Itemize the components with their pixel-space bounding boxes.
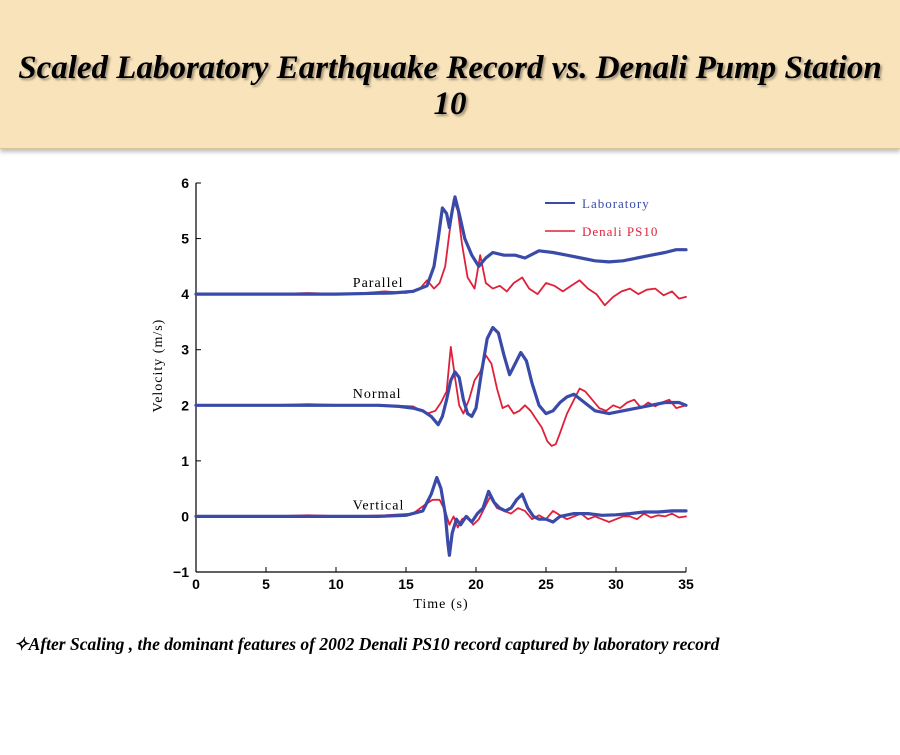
x-tick-label: 20 — [468, 576, 484, 592]
y-axis-label: Velocity (m/s) — [151, 319, 166, 413]
y-tick-label: 2 — [181, 397, 189, 413]
component-label-normal: Normal — [353, 387, 402, 402]
y-tick-label: 1 — [181, 453, 189, 469]
x-tick-label: 25 — [538, 576, 554, 592]
y-tick-label: −1 — [173, 564, 189, 580]
y-tick-label: 3 — [181, 342, 189, 358]
y-tick-label: 4 — [181, 286, 189, 302]
component-label-vertical: Vertical — [353, 498, 405, 513]
slide-title: Scaled Laboratory Earthquake Record vs. … — [18, 50, 882, 122]
x-tick-label: 30 — [608, 576, 624, 592]
x-tick-label: 10 — [328, 576, 344, 592]
y-tick-label: 6 — [181, 175, 189, 191]
slide-caption: ✧After Scaling , the dominant features o… — [14, 634, 720, 654]
legend-laboratory-label: Laboratory — [582, 196, 650, 211]
legend-denali-label: Denali PS10 — [582, 224, 658, 239]
denali-normal-line — [195, 345, 687, 447]
x-tick-label: 35 — [678, 576, 694, 592]
laboratory-parallel-line — [194, 195, 688, 296]
x-axis-label: Time (s) — [413, 597, 468, 612]
denali-vertical-line — [195, 496, 687, 529]
component-label-parallel: Parallel — [353, 276, 404, 291]
x-tick-label: 5 — [262, 576, 270, 592]
laboratory-normal-line — [194, 325, 688, 427]
y-tick-label: 0 — [181, 508, 189, 524]
x-tick-label: 0 — [192, 576, 200, 592]
title-banner: Scaled Laboratory Earthquake Record vs. … — [0, 0, 900, 149]
x-tick-label: 15 — [398, 576, 414, 592]
y-tick-label: 5 — [181, 231, 189, 247]
laboratory-vertical-line — [194, 475, 688, 557]
